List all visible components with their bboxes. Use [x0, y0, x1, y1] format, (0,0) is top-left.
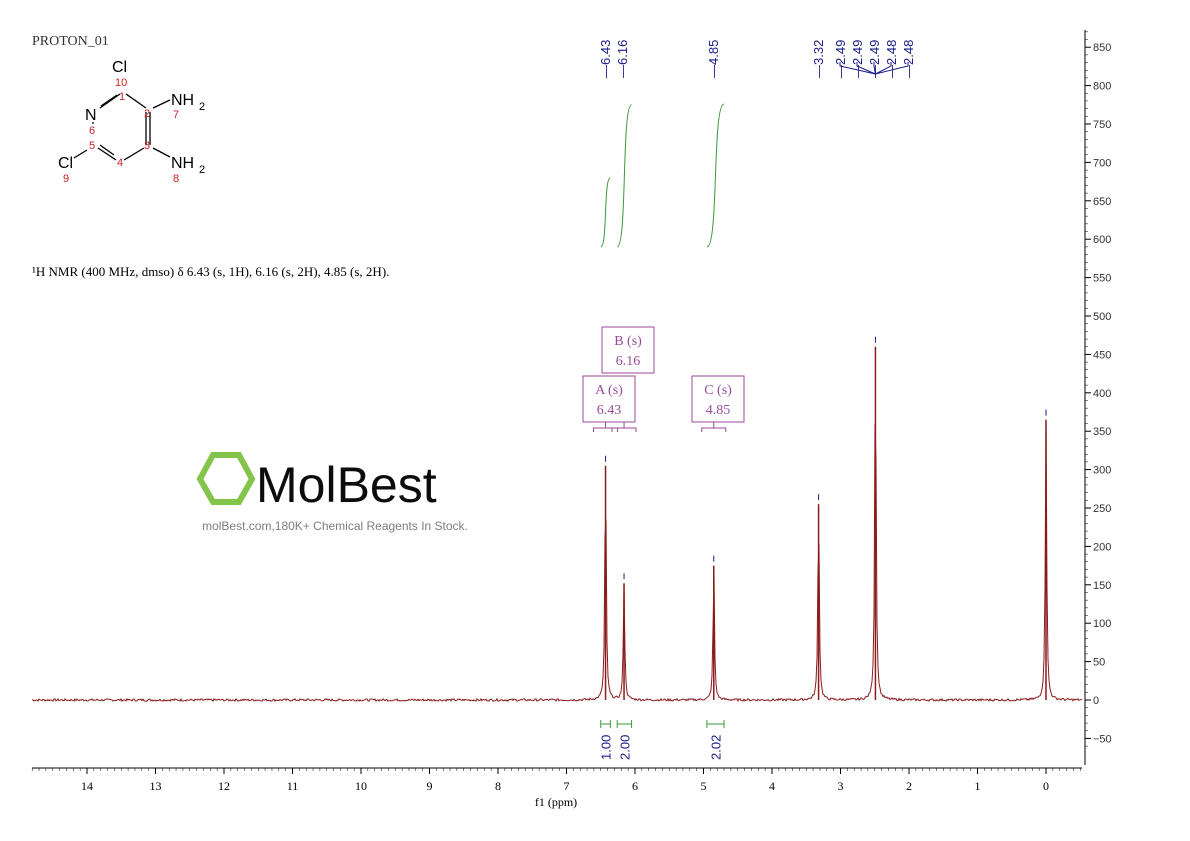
nmr-annotation: ¹H NMR (400 MHz, dmso) δ 6.43 (s, 1H), 6… — [32, 264, 389, 279]
peak-label: —2.49 — [833, 40, 848, 78]
multiplet-range — [701, 422, 727, 432]
atom-number: 9 — [63, 173, 69, 185]
atom-n: N — [85, 107, 97, 124]
peak-label: —4.85 — [706, 40, 721, 78]
integral-curve — [706, 103, 725, 248]
watermark-tagline: molBest.com,180K+ Chemical Reagents In S… — [202, 519, 468, 533]
atom-nh2-bottom: NH — [171, 155, 194, 172]
integral-bracket — [706, 720, 725, 728]
x-tick-label: 1 — [975, 779, 981, 793]
peak-label: —6.43 — [598, 40, 613, 78]
y-tick-label: −50 — [1093, 733, 1112, 745]
multiplet-connector — [875, 62, 892, 75]
integral-curve — [616, 104, 633, 248]
atom-nh2-top: NH — [171, 92, 194, 109]
integral-value: 2.00 — [617, 735, 632, 760]
multiplet-box — [582, 375, 636, 423]
x-tick-label: 9 — [427, 779, 433, 793]
y-tick-label: 400 — [1093, 388, 1111, 400]
y-tick-label: 600 — [1093, 234, 1111, 246]
x-tick-label: 13 — [150, 779, 162, 793]
x-tick-label: 0 — [1043, 779, 1049, 793]
atom-number: 7 — [173, 109, 179, 121]
atom-number: 2 — [144, 108, 150, 120]
integral-curve — [600, 177, 611, 248]
multiplet-connector — [875, 62, 909, 75]
x-tick-label: 7 — [564, 779, 570, 793]
atom-nh2-bottom-sub: 2 — [199, 164, 205, 176]
peak-label: —2.49 — [867, 40, 882, 78]
multiplet-shift: 4.85 — [706, 403, 731, 418]
peak-label: —3.32 — [811, 40, 826, 78]
x-tick-label: 11 — [287, 779, 299, 793]
atom-number: 1 — [119, 91, 125, 103]
x-tick-label: 8 — [495, 779, 501, 793]
multiplet-connector — [873, 62, 876, 75]
atom-number: 6 — [89, 125, 95, 137]
y-tick-label: 0 — [1093, 695, 1099, 707]
multiplet-name: C (s) — [704, 383, 732, 398]
x-tick-label: 6 — [632, 779, 638, 793]
multiplet-name: B (s) — [614, 334, 642, 349]
multiplet-connector — [839, 62, 876, 75]
atom-number: 4 — [117, 157, 123, 169]
spectrum-trace — [31, 420, 1083, 703]
x-tick-label: 10 — [355, 779, 367, 793]
multiplet-shift: 6.16 — [616, 354, 641, 369]
atom-nh2-top-sub: 2 — [199, 101, 205, 113]
multiplet-name: A (s) — [595, 383, 623, 398]
integral-value: 1.00 — [599, 735, 614, 760]
atom-number: 5 — [89, 140, 95, 152]
y-tick-label: 50 — [1093, 657, 1105, 669]
integral-bracket — [600, 720, 611, 728]
x-tick-label: 4 — [769, 779, 775, 793]
peak-label: —2.48 — [884, 40, 899, 78]
y-tick-label: 750 — [1093, 119, 1111, 131]
y-tick-label: 850 — [1093, 42, 1111, 54]
x-axis-label: f1 (ppm) — [535, 795, 577, 809]
y-tick-label: 500 — [1093, 311, 1111, 323]
atom-number: 10 — [115, 77, 127, 89]
benzene-logo-icon — [196, 452, 256, 505]
peak-label: —2.48 — [901, 40, 916, 78]
atom-number: 8 — [173, 173, 179, 185]
y-tick-label: 100 — [1093, 618, 1111, 630]
atom-number: 3 — [144, 140, 150, 152]
multiplet-range — [611, 422, 637, 432]
x-tick-label: 2 — [906, 779, 912, 793]
atom-cl-top: Cl — [112, 59, 127, 76]
multiplet-box — [601, 326, 655, 374]
y-tick-label: 300 — [1093, 465, 1111, 477]
atom-cl-left: Cl — [58, 155, 73, 172]
molbest-watermark: MolBest molBest.com,180K+ Chemical Reage… — [196, 452, 468, 533]
x-tick-label: 5 — [701, 779, 707, 793]
y-tick-label: 450 — [1093, 349, 1111, 361]
y-tick-label: 650 — [1093, 196, 1111, 208]
integral-bracket — [616, 720, 633, 728]
x-tick-label: 12 — [218, 779, 230, 793]
peak-label: —2.49 — [850, 40, 865, 78]
x-tick-label: 3 — [838, 779, 844, 793]
multiplet-shift: 6.43 — [597, 403, 622, 418]
peak-label: —6.16 — [615, 40, 630, 78]
chart-title: PROTON_01 — [32, 34, 109, 49]
y-tick-label: 700 — [1093, 157, 1111, 169]
y-tick-label: 250 — [1093, 503, 1111, 515]
y-tick-label: 800 — [1093, 81, 1111, 93]
watermark-brand: MolBest — [256, 457, 437, 513]
y-tick-label: 550 — [1093, 273, 1111, 285]
multiplet-range — [593, 422, 619, 432]
y-tick-label: 200 — [1093, 541, 1111, 553]
multiplet-connector — [856, 62, 876, 75]
molecule-structure: Cl N NH 2 NH 2 Cl 10 1 2 7 6 5 3 4 9 8 — [58, 59, 205, 185]
multiplet-box — [691, 375, 745, 423]
y-tick-label: 350 — [1093, 426, 1111, 438]
x-tick-label: 14 — [81, 779, 93, 793]
y-tick-label: 150 — [1093, 580, 1111, 592]
integral-value: 2.02 — [708, 735, 723, 760]
